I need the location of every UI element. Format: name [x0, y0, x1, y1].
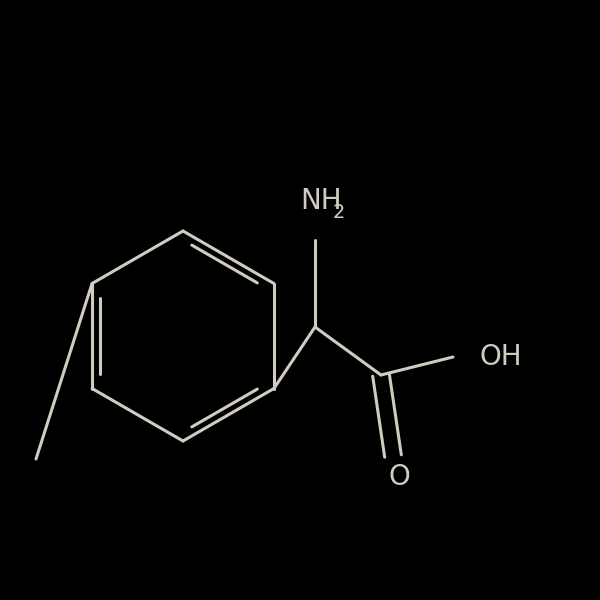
- Text: NH: NH: [300, 187, 341, 215]
- Text: 2: 2: [333, 203, 346, 223]
- Text: OH: OH: [479, 343, 523, 371]
- Text: O: O: [388, 463, 410, 491]
